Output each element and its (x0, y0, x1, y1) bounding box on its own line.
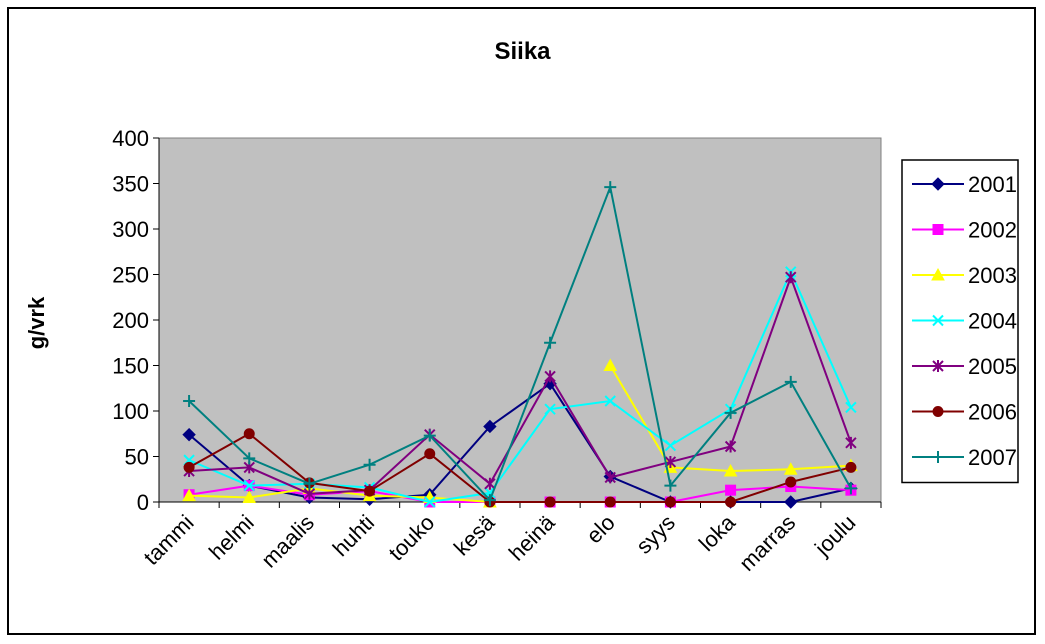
legend-entry-2006: 2006 (912, 400, 1017, 425)
legend-label: 2004 (968, 309, 1017, 334)
data-point (484, 477, 496, 490)
legend-label: 2002 (968, 218, 1017, 243)
data-point (724, 406, 737, 419)
data-point (931, 177, 945, 191)
x-tick-label: heinä (504, 509, 560, 565)
data-point (844, 482, 857, 495)
series-line (188, 269, 852, 504)
y-tick-label: 50 (125, 445, 149, 470)
data-point (544, 336, 557, 349)
x-tick-label: elo (581, 510, 619, 548)
series-2006 (183, 428, 857, 508)
x-tick-label: syys (631, 510, 680, 559)
data-point (604, 395, 616, 407)
data-point (243, 428, 255, 440)
data-point (845, 401, 857, 414)
data-point (423, 429, 436, 442)
data-point (183, 394, 196, 407)
plot-area (158, 137, 882, 503)
data-point (424, 496, 436, 508)
data-point (932, 224, 944, 235)
x-tick-label: joulu (809, 510, 860, 561)
series-line (188, 432, 852, 503)
x-tick-label: touko (384, 510, 440, 566)
legend-label: 2001 (968, 172, 1017, 197)
data-point (783, 462, 798, 475)
data-point (483, 419, 497, 434)
data-point (845, 436, 857, 449)
y-tick-label: 300 (112, 217, 149, 242)
legend-entry-2007: 2007 (912, 445, 1017, 470)
x-tick-label: tammi (139, 510, 199, 570)
legend-entry-2004: 2004 (912, 309, 1017, 334)
x-tick-label: huhti (328, 510, 379, 561)
y-tick-label: 100 (112, 399, 149, 424)
series-2007 (183, 181, 857, 507)
chart-title: Siika (494, 38, 551, 65)
data-point (932, 406, 944, 417)
data-point (664, 479, 677, 492)
data-point (785, 476, 797, 488)
data-point (424, 448, 436, 460)
legend-label: 2005 (968, 354, 1017, 379)
data-point (604, 471, 616, 484)
data-point (785, 271, 797, 284)
legend-entry-2005: 2005 (912, 354, 1017, 379)
data-point (364, 485, 376, 497)
data-point (544, 370, 556, 383)
y-tick-label: 400 (112, 126, 149, 151)
y-tick-label: 350 (112, 172, 149, 197)
data-point (182, 488, 196, 502)
data-point (723, 464, 738, 477)
data-point (242, 490, 257, 503)
x-tick-label: marras (734, 510, 800, 576)
data-point (784, 495, 798, 509)
data-point (603, 358, 618, 371)
x-tick-label: maalis (256, 510, 319, 573)
legend-entry-2001: 2001 (912, 172, 1017, 197)
data-point (932, 451, 944, 463)
legend-label: 2006 (968, 400, 1017, 425)
data-point (725, 484, 737, 496)
y-tick-label: 150 (112, 354, 149, 379)
data-point (183, 461, 195, 473)
series-line (188, 382, 852, 503)
series-line (188, 183, 852, 503)
legend-entry-2002: 2002 (912, 218, 1017, 243)
data-point (664, 439, 677, 452)
x-tick-label: loka (694, 509, 741, 556)
legend-label: 2007 (968, 445, 1017, 470)
y-tick-label: 200 (112, 308, 149, 333)
data-point (725, 496, 737, 508)
y-tick-label: 0 (137, 490, 149, 515)
data-point (303, 487, 316, 500)
data-point (363, 458, 376, 471)
data-point (604, 181, 617, 194)
data-point (784, 375, 797, 388)
x-tick-label: helmi (204, 510, 259, 565)
data-point (724, 440, 737, 453)
data-point (544, 403, 556, 415)
data-point (932, 314, 944, 327)
data-point (544, 496, 556, 508)
data-point (182, 427, 196, 442)
data-point (303, 477, 316, 490)
data-point (664, 496, 676, 508)
data-point (243, 452, 256, 465)
legend-entry-2003: 2003 (912, 263, 1017, 288)
data-point (604, 496, 616, 508)
y-tick-label: 250 (112, 263, 149, 288)
data-point (845, 461, 857, 473)
data-point (931, 267, 945, 281)
series-line (189, 274, 852, 495)
data-point (243, 479, 255, 492)
x-tick-label: kesä (449, 509, 500, 560)
legend-label: 2003 (968, 263, 1017, 288)
data-point (932, 360, 944, 372)
data-point (483, 494, 496, 507)
